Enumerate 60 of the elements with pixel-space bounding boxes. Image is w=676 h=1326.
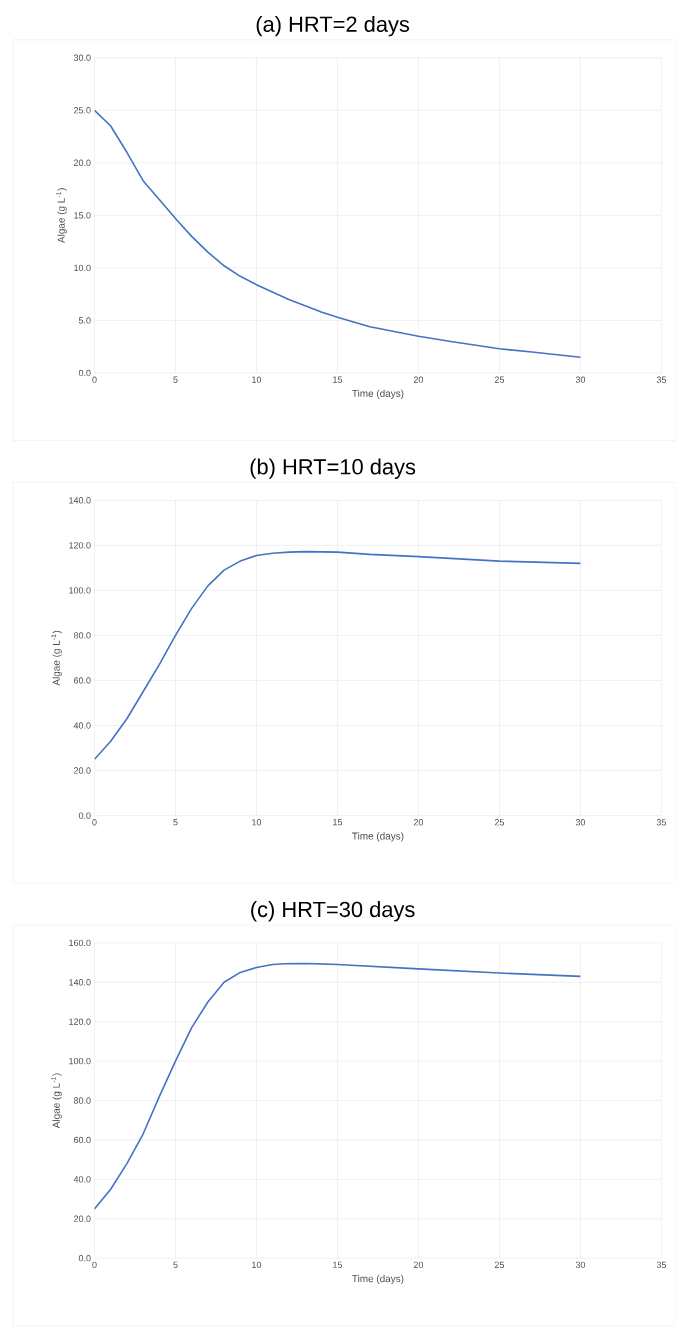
x-tick-label: 25: [495, 1261, 505, 1269]
y-tick-label: 120.0: [69, 542, 91, 549]
y-tick-label: 120.0: [69, 1018, 91, 1025]
chart-title: (a) HRT=2 days: [256, 15, 410, 37]
y-tick-label: 80.0: [74, 1097, 91, 1104]
line-series: [94, 550, 582, 761]
y-tick-label: 160.0: [69, 939, 91, 947]
x-tick-label: 15: [333, 819, 343, 826]
y-tick-label: 60.0: [74, 677, 91, 684]
chart-title: (c) HRT=30 days: [251, 901, 415, 922]
y-tick-label: 40.0: [73, 722, 91, 729]
x-tick-label: 0: [92, 819, 97, 826]
x-axis-title: Time (days): [352, 389, 404, 399]
y-tick-label: 0.0: [79, 1255, 91, 1262]
y-tick-label: 0.0: [79, 812, 91, 819]
x-tick-label: 20: [414, 376, 424, 383]
x-axis-title: Time (days): [352, 1274, 404, 1285]
x-tick-label: 10: [252, 819, 262, 826]
y-tick-label: 0.0: [79, 369, 91, 377]
y-tick-label: 15.0: [74, 212, 91, 219]
y-tick-label: 140.0: [69, 497, 91, 504]
x-tick-label: 5: [173, 376, 178, 383]
x-tick-label: 5: [173, 819, 178, 826]
x-tick-label: 30: [576, 819, 586, 826]
x-tick-label: 30: [576, 376, 586, 383]
x-tick-label: 30: [576, 1261, 586, 1269]
line-series: [94, 962, 582, 1210]
y-tick-label: 5.0: [79, 317, 91, 324]
x-tick-label: 0: [92, 376, 97, 383]
chart-title: (b) HRT=10 days: [250, 458, 416, 479]
x-tick-label: 5: [173, 1261, 178, 1268]
x-tick-label: 25: [495, 819, 505, 826]
x-tick-label: 15: [333, 376, 343, 383]
y-tick-label: 20.0: [74, 159, 91, 166]
y-tick-label: 60.0: [74, 1136, 91, 1144]
x-tick-label: 25: [495, 376, 505, 383]
x-tick-label: 0: [92, 1261, 97, 1269]
y-tick-label: 20.0: [74, 1215, 91, 1222]
y-tick-label: 30.0: [74, 54, 91, 61]
y-tick-label: 100.0: [69, 1057, 91, 1065]
y-tick-label: 40.0: [73, 1176, 91, 1183]
y-tick-label: 20.0: [74, 767, 91, 774]
x-tick-label: 20: [414, 819, 424, 826]
x-tick-label: 20: [414, 1261, 424, 1269]
x-tick-label: 10: [252, 1261, 262, 1269]
x-tick-label: 10: [252, 376, 262, 383]
y-axis-title: Algae (g L$^{-1}$): [51, 1073, 62, 1129]
line-series: [94, 109, 582, 359]
y-tick-label: 25.0: [74, 107, 91, 114]
y-tick-label: 80.0: [74, 632, 91, 639]
y-tick-label: 140.0: [69, 979, 91, 986]
x-tick-label: 35: [657, 376, 667, 383]
x-tick-label: 35: [657, 819, 667, 826]
y-axis-title: Algae (g L$^{-1}$): [56, 188, 67, 243]
x-tick-label: 35: [657, 1261, 667, 1269]
x-tick-label: 15: [333, 1261, 343, 1268]
y-tick-label: 100.0: [69, 587, 91, 594]
x-axis-title: Time (days): [352, 832, 404, 842]
y-tick-label: 10.0: [74, 264, 91, 272]
y-axis-title: Algae (g L$^{-1}$): [51, 630, 62, 686]
